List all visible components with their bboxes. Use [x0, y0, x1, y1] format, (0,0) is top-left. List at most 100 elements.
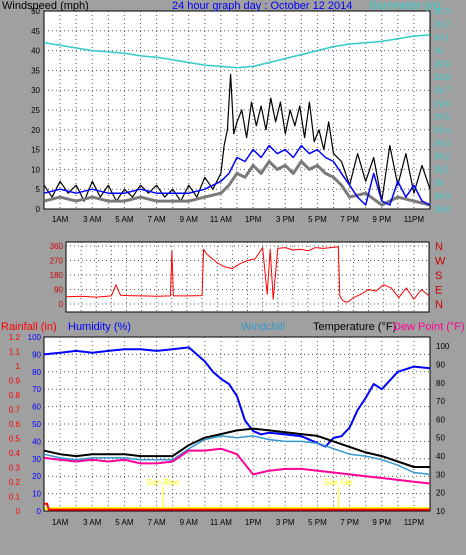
temperature-tick-label: 90: [436, 360, 445, 369]
x-tick-label: 11PM: [404, 518, 425, 527]
x-tick-label: 11PM: [404, 215, 425, 224]
baro-tick-label: 29: [434, 179, 443, 188]
wind-tick-label: 10: [31, 165, 40, 174]
humidity-tick-label: 90: [32, 350, 41, 359]
wind-direction-plot-area: [65, 241, 430, 313]
x-tick-label: 1AM: [52, 518, 69, 527]
direction-tick-label: 180: [50, 271, 64, 280]
baro-tick-label: 29.4: [434, 126, 450, 135]
rainfall-axis-label: Rainfall (in): [1, 321, 57, 333]
top-y2-ticks: 28.8 28.9 29 29.1 29.2 29.3 29.4 29.5 29.6 29.7 29…: [434, 7, 450, 214]
rain-tick-label: 1.1: [9, 348, 21, 357]
baro-tick-label: 30.1: [434, 33, 450, 42]
x-tick-label: 7 AM: [147, 215, 166, 224]
rain-tick-label: 0.1: [9, 493, 21, 502]
baro-tick-label: 29.8: [434, 73, 450, 82]
temperature-tick-label: 70: [436, 397, 445, 406]
x-tick-label: 7 PM: [340, 215, 359, 224]
temperature-tick-label: 100: [436, 342, 450, 351]
x-tick-label: 7 AM: [147, 518, 166, 527]
x-tick-label: 1PM: [245, 518, 262, 527]
rain-tick-label: 0: [16, 507, 21, 516]
top-y-ticks: 0 5 10 15 20 25 30 35 40 45 50: [31, 7, 40, 214]
wind-direction-line: [65, 246, 430, 303]
wind-average-line: [43, 160, 431, 207]
humidity-tick-label: 60: [32, 403, 41, 412]
baro-tick-label: 30: [434, 47, 443, 56]
x-tick-label: 9 PM: [372, 215, 391, 224]
baro-tick-label: 29.9: [434, 60, 450, 69]
rain-tick-label: 1.2: [9, 333, 21, 342]
rain-tick-label: 0.5: [9, 435, 21, 444]
wind-tick-label: 15: [31, 146, 40, 155]
wind-tick-label: 35: [31, 66, 40, 75]
x-tick-label: 9 AM: [180, 215, 199, 224]
temperature-tick-label: 50: [436, 434, 445, 443]
wind-mean-line: [43, 144, 431, 206]
baro-tick-label: 29.7: [434, 86, 450, 95]
wind-tick-label: 5: [36, 185, 41, 194]
temperature-tick-label: 40: [436, 452, 445, 461]
windchill-label: Windchill: [241, 321, 285, 333]
x-tick-label: 11 AM: [210, 518, 232, 527]
chart-title: 24 hour graph day : October 12 2014: [172, 0, 352, 12]
humidity-y-ticks: 0 10 20 30 40 50 60 70 80 90 100: [28, 333, 42, 516]
x-tick-label: 3 PM: [276, 215, 295, 224]
top-x-ticks: 1AM 3 AM 5 AM 7 AM 9 AM 11 AM 1PM 3 PM 5 PM 7 PM 9…: [52, 215, 425, 224]
daylight-bar: [45, 507, 429, 510]
rainfall-line: [44, 502, 430, 511]
rain-tick-label: 0.6: [9, 420, 21, 429]
temperature-tick-label: 30: [436, 470, 445, 479]
rain-y-ticks: 0 0.1 0.2 0.3 0.4 0.5 0.6 0.7 0.8 0.9 1 1.1 1.2: [9, 333, 21, 516]
baro-tick-label: 29.2: [434, 152, 450, 161]
sun-annotation-label: Sun Set: [324, 478, 353, 487]
x-tick-label: 11 AM: [210, 215, 232, 224]
direction-label: N: [435, 299, 443, 311]
top-grid: [44, 11, 430, 209]
mid-grid: [66, 242, 429, 312]
rain-tick-label: 0.7: [9, 406, 21, 415]
baro-tick-label: 29.5: [434, 113, 450, 122]
baro-tick-label: 30.3: [434, 7, 450, 16]
humidity-tick-label: 10: [32, 490, 41, 499]
direction-tick-label: 0: [59, 300, 64, 309]
humidity-tick-label: 80: [32, 368, 41, 377]
temperature-line: [43, 427, 430, 468]
mid-y-ticks: 0 90 180 270 360: [50, 242, 64, 309]
x-tick-label: 9 AM: [180, 518, 199, 527]
direction-label: S: [435, 270, 442, 282]
baro-tick-label: 29.1: [434, 165, 450, 174]
humidity-axis-label: Humidity (%): [68, 321, 131, 333]
x-tick-label: 9 PM: [372, 518, 391, 527]
wind-gust-line: [43, 73, 431, 202]
wind-tick-label: 45: [31, 27, 40, 36]
direction-label: W: [435, 256, 446, 268]
wind-tick-label: 0: [36, 205, 41, 214]
dewpoint-axis-label: Dew Point (°F): [393, 321, 465, 333]
x-tick-label: 5 AM: [115, 518, 134, 527]
wind-tick-label: 20: [31, 126, 40, 135]
wind-axis-label: Windspeed (mph): [2, 0, 89, 12]
baro-tick-label: 29.6: [434, 99, 450, 108]
humidity-tick-label: 0: [37, 507, 42, 516]
bottom-grid: [44, 337, 430, 511]
temperature-tick-label: 20: [436, 489, 445, 498]
sun-annotations: Sun Rise Sun Set: [147, 478, 353, 507]
bottom-series: [43, 346, 431, 511]
x-tick-label: 1AM: [52, 215, 69, 224]
baro-tick-label: 28.9: [434, 192, 450, 201]
dewpoint-line: [43, 447, 431, 485]
direction-label: E: [435, 285, 442, 297]
humidity-line: [43, 346, 431, 448]
x-tick-label: 5 PM: [308, 215, 327, 224]
direction-tick-label: 270: [50, 257, 64, 266]
baro-tick-label: 30.2: [434, 20, 450, 29]
wind-tick-label: 25: [31, 106, 40, 115]
temperature-tick-label: 10: [436, 507, 445, 516]
wind-tick-label: 30: [31, 86, 40, 95]
direction-label: N: [435, 241, 443, 253]
sun-annotation-label: Sun Rise: [147, 478, 180, 487]
x-tick-label: 3 AM: [83, 518, 102, 527]
top-series: [43, 34, 431, 207]
